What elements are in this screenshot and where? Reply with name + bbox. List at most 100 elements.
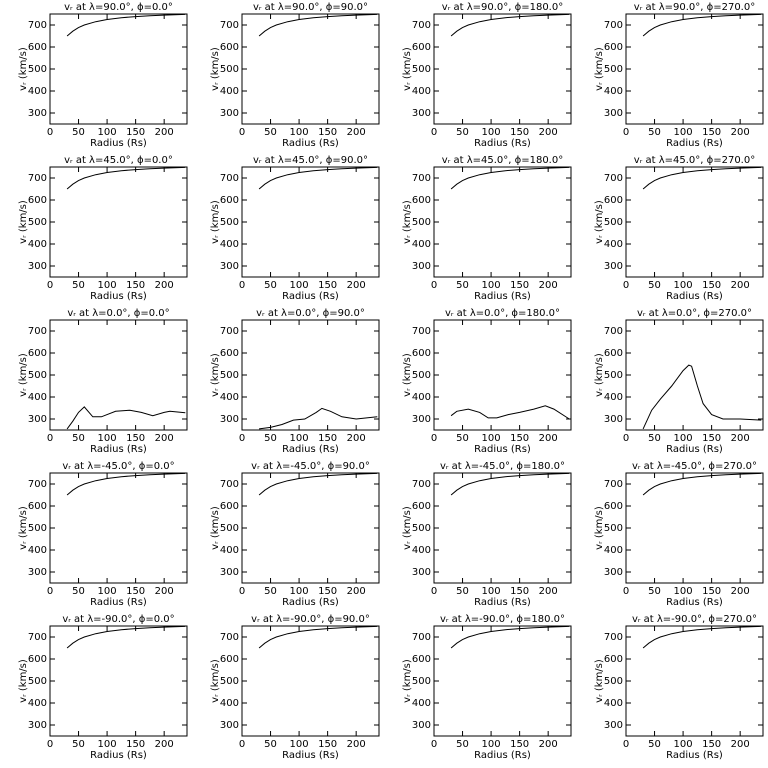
y-tick-label: 300: [604, 108, 623, 119]
x-tick-label: 150: [510, 280, 529, 291]
x-tick-label: 150: [126, 280, 145, 291]
y-tick-label: 400: [28, 86, 47, 97]
x-tick-label: 0: [431, 586, 437, 597]
y-tick-label: 700: [28, 326, 47, 337]
x-tick-label: 0: [239, 739, 245, 750]
x-axis-label: Radius (Rs): [282, 138, 339, 149]
y-tick-label: 300: [220, 567, 239, 578]
y-tick-label: 400: [412, 239, 431, 250]
x-tick-label: 0: [431, 739, 437, 750]
y-tick-label: 600: [28, 348, 47, 359]
x-tick-label: 50: [72, 127, 85, 138]
y-axis-label: vᵣ (km/s): [594, 200, 605, 244]
y-tick-label: 700: [220, 479, 239, 490]
y-tick-label: 300: [220, 414, 239, 425]
panel: vᵣ at λ=45.0°, ϕ=180.0° 0 50 100 150 200 300 40…: [402, 155, 572, 302]
x-tick-label: 150: [318, 739, 337, 750]
x-tick-label: 100: [98, 433, 117, 444]
y-axis-label: vᵣ (km/s): [210, 353, 221, 397]
x-tick-label: 0: [239, 586, 245, 597]
x-tick-label: 0: [47, 586, 53, 597]
data-line: [258, 13, 378, 37]
plot-frame: [625, 472, 764, 584]
y-tick-label: 300: [220, 261, 239, 272]
x-axis-label: Radius (Rs): [90, 597, 147, 608]
y-tick-label: 600: [220, 195, 239, 206]
y-axis-label: vᵣ (km/s): [18, 506, 29, 550]
y-tick-label: 500: [28, 64, 47, 75]
panel: vᵣ at λ=0.0°, ϕ=270.0° 0 50 100 150 200 300 400…: [594, 308, 764, 455]
panel-title: vᵣ at λ=90.0°, ϕ=0.0°: [64, 2, 173, 13]
y-tick-label: 300: [412, 414, 431, 425]
y-tick-label: 400: [412, 545, 431, 556]
y-tick-label: 400: [220, 239, 239, 250]
x-tick-label: 150: [702, 739, 721, 750]
y-tick-label: 700: [604, 326, 623, 337]
y-tick-label: 700: [412, 479, 431, 490]
data-line: [450, 166, 570, 190]
plot-frame: [49, 472, 188, 584]
y-tick-label: 700: [28, 20, 47, 31]
data-line: [66, 472, 186, 496]
x-tick-label: 50: [264, 127, 277, 138]
x-tick-label: 200: [155, 433, 174, 444]
x-axis-label: Radius (Rs): [90, 291, 147, 302]
data-line: [450, 625, 570, 649]
x-tick-label: 50: [72, 739, 85, 750]
x-tick-label: 150: [318, 127, 337, 138]
y-tick-label: 300: [604, 720, 623, 731]
x-axis-label: Radius (Rs): [282, 291, 339, 302]
y-tick-label: 600: [412, 195, 431, 206]
panel-title: vᵣ at λ=45.0°, ϕ=180.0°: [442, 155, 563, 166]
x-tick-label: 200: [347, 433, 366, 444]
x-tick-label: 100: [290, 433, 309, 444]
data-line: [450, 405, 570, 420]
panel: vᵣ at λ=-45.0°, ϕ=90.0° 0 50 100 150 200 300 40…: [210, 461, 380, 608]
data-line: [258, 472, 378, 496]
panel: vᵣ at λ=90.0°, ϕ=90.0° 0 50 100 150 200 300 400…: [210, 2, 380, 149]
data-line: [66, 13, 186, 37]
x-tick-label: 100: [98, 739, 117, 750]
x-tick-label: 50: [72, 586, 85, 597]
y-tick-label: 400: [220, 392, 239, 403]
y-tick-label: 600: [604, 654, 623, 665]
y-tick-label: 600: [604, 42, 623, 53]
x-tick-label: 150: [702, 433, 721, 444]
panel-title: vᵣ at λ=-90.0°, ϕ=90.0°: [251, 614, 370, 625]
y-tick-label: 300: [412, 108, 431, 119]
plot-frame: [241, 472, 380, 584]
panel-title: vᵣ at λ=-45.0°, ϕ=270.0°: [632, 461, 757, 472]
y-axis-label: vᵣ (km/s): [402, 659, 413, 703]
y-axis-label: vᵣ (km/s): [594, 353, 605, 397]
x-tick-label: 100: [98, 280, 117, 291]
x-tick-label: 200: [347, 127, 366, 138]
x-tick-label: 200: [731, 586, 750, 597]
x-tick-label: 50: [648, 739, 661, 750]
plot-frame: [49, 166, 188, 278]
y-axis-label: vᵣ (km/s): [594, 506, 605, 550]
x-tick-label: 0: [431, 127, 437, 138]
y-tick-label: 500: [604, 64, 623, 75]
x-tick-label: 100: [290, 127, 309, 138]
x-tick-label: 100: [290, 280, 309, 291]
y-tick-label: 500: [412, 217, 431, 228]
y-tick-label: 600: [28, 195, 47, 206]
x-tick-label: 200: [731, 433, 750, 444]
y-tick-label: 700: [412, 326, 431, 337]
y-tick-label: 700: [28, 479, 47, 490]
y-tick-label: 300: [28, 720, 47, 731]
x-tick-label: 0: [47, 280, 53, 291]
y-tick-label: 600: [28, 501, 47, 512]
y-axis-label: vᵣ (km/s): [402, 353, 413, 397]
y-tick-label: 300: [28, 108, 47, 119]
data-line: [66, 166, 186, 190]
plot-frame: [49, 319, 188, 431]
y-tick-label: 500: [412, 523, 431, 534]
y-tick-label: 600: [604, 501, 623, 512]
x-axis-label: Radius (Rs): [666, 444, 723, 455]
x-tick-label: 200: [155, 586, 174, 597]
x-axis-label: Radius (Rs): [282, 750, 339, 761]
x-tick-label: 50: [456, 586, 469, 597]
y-tick-label: 500: [604, 523, 623, 534]
y-tick-label: 300: [604, 261, 623, 272]
